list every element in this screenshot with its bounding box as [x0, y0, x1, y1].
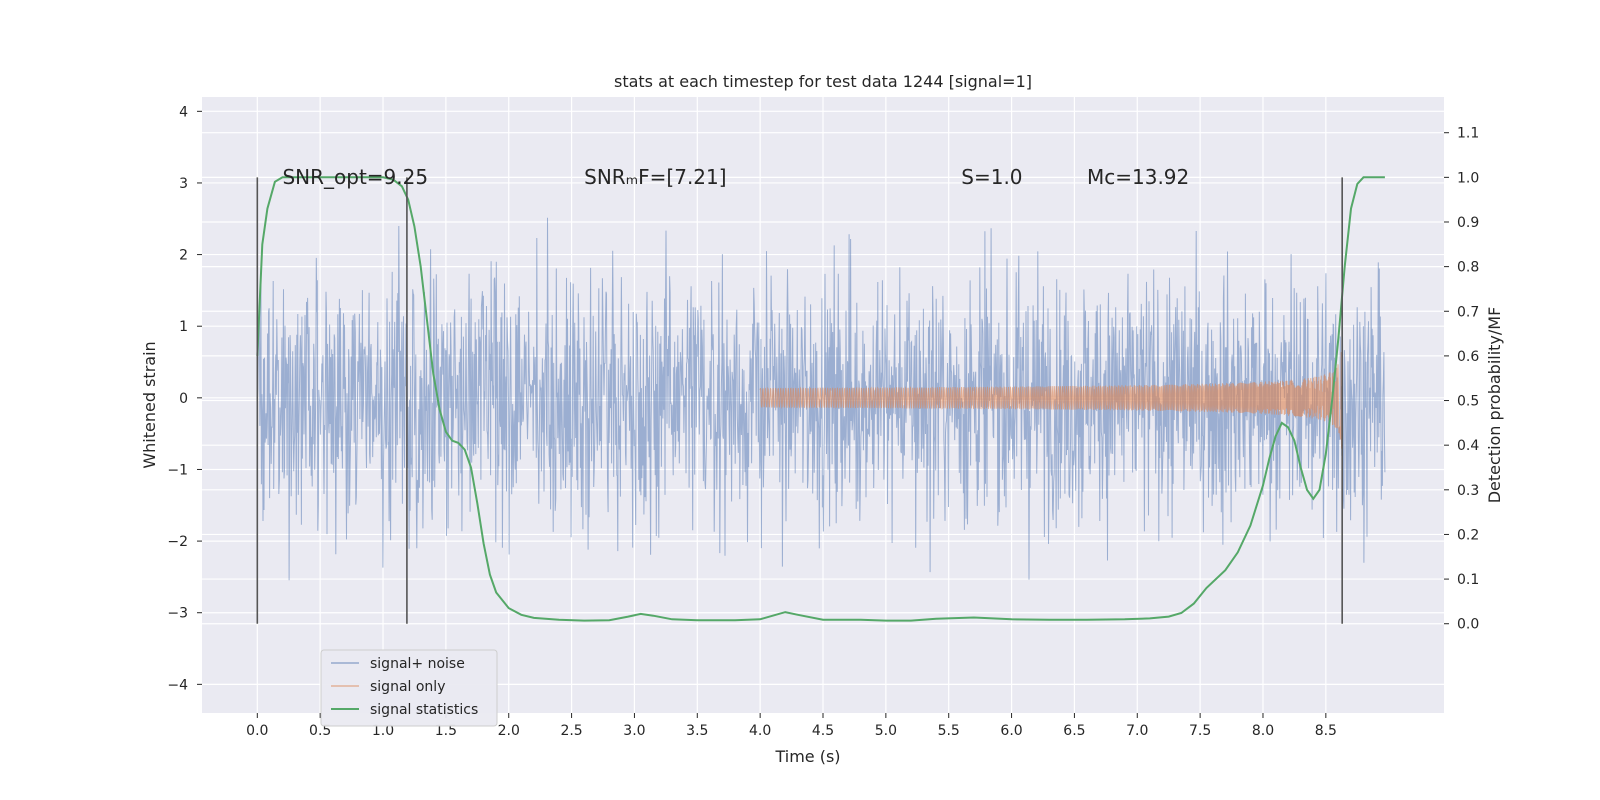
x-tick-label: 0.0: [246, 723, 268, 739]
x-axis-label: Time (s): [774, 747, 840, 766]
annotation-label: Mᴄ=13.92: [1087, 165, 1189, 189]
y-right-tick-label: 0.0: [1457, 617, 1479, 633]
legend-label-signal-statistics: signal statistics: [370, 702, 478, 718]
y-left-tick-label: 0: [179, 391, 188, 407]
x-tick-label: 3.5: [686, 723, 708, 739]
data-layer: [256, 176, 1386, 622]
grid: [202, 97, 1444, 713]
y-right-tick-label: 1.1: [1457, 126, 1479, 142]
x-tick-label: 7.5: [1189, 723, 1211, 739]
y-left-tick-label: 4: [179, 104, 188, 120]
series-signal-only: [759, 352, 1343, 449]
annotations: SNR_opt=9.25 SNRₘF=[7.21] S=1.0 Mᴄ=13.92: [282, 165, 1189, 189]
annotation-label: SNR_opt=9.25: [282, 165, 428, 189]
y-right-tick-label: 0.3: [1457, 483, 1479, 499]
x-tick-label: 6.0: [1000, 723, 1022, 739]
x-tick-label: 7.0: [1126, 723, 1148, 739]
x-tick-label: 6.5: [1063, 723, 1085, 739]
x-tick-label: 5.0: [875, 723, 897, 739]
y-right-tick-label: 0.8: [1457, 260, 1479, 276]
series-signal-statistics: [256, 176, 1385, 622]
axes: 0.0 0.5 1.0 1.5 2.0 2.5 3.0 3.5 4.0 4.5 5.0 5.5 6.0 6…: [167, 104, 1479, 739]
y-left-tick-label: −2: [167, 534, 188, 550]
x-tick-label: 2.5: [560, 723, 582, 739]
legend-label-signal-only: signal only: [370, 679, 445, 695]
x-tick-label: 5.5: [938, 723, 960, 739]
x-tick-label: 3.0: [623, 723, 645, 739]
y-left-tick-label: 1: [179, 319, 188, 335]
x-tick-label: 8.5: [1315, 723, 1337, 739]
y-right-tick-label: 0.9: [1457, 215, 1479, 231]
y-left-tick-label: −3: [167, 606, 188, 622]
y-axis-left-label: Whitened strain: [140, 341, 159, 468]
x-tick-label: 8.0: [1252, 723, 1274, 739]
x-tick-label: 2.0: [498, 723, 520, 739]
annotation-label: S=1.0: [961, 165, 1022, 189]
y-left-tick-label: −1: [167, 462, 188, 478]
chart-title: stats at each timestep for test data 124…: [614, 72, 1032, 91]
vertical-markers: [256, 177, 1343, 624]
y-right-tick-label: 0.7: [1457, 304, 1479, 320]
legend: signal+ noise signal only signal statist…: [320, 649, 498, 727]
legend-box: [320, 649, 498, 727]
x-tick-label: 4.5: [812, 723, 834, 739]
y-right-tick-label: 1.0: [1457, 170, 1479, 186]
y-axis-right-label: Detection probability/MF: [1485, 307, 1504, 504]
y-left-tick-label: −4: [167, 677, 188, 693]
y-right-tick-label: 0.1: [1457, 572, 1479, 588]
x-tick-label: 1.0: [372, 723, 394, 739]
y-left-tick-label: 2: [179, 248, 188, 264]
y-right-tick-label: 0.6: [1457, 349, 1479, 365]
legend-label-signal-noise: signal+ noise: [370, 656, 465, 672]
x-tick-label: 4.0: [749, 723, 771, 739]
y-right-tick-label: 0.5: [1457, 394, 1479, 410]
annotation-label: SNRₘF=[7.21]: [584, 165, 726, 189]
x-tick-label: 1.5: [435, 723, 457, 739]
y-right-tick-label: 0.2: [1457, 527, 1479, 543]
y-left-tick-label: 3: [179, 176, 188, 192]
x-tick-label: 0.5: [309, 723, 331, 739]
y-right-tick-label: 0.4: [1457, 438, 1479, 454]
